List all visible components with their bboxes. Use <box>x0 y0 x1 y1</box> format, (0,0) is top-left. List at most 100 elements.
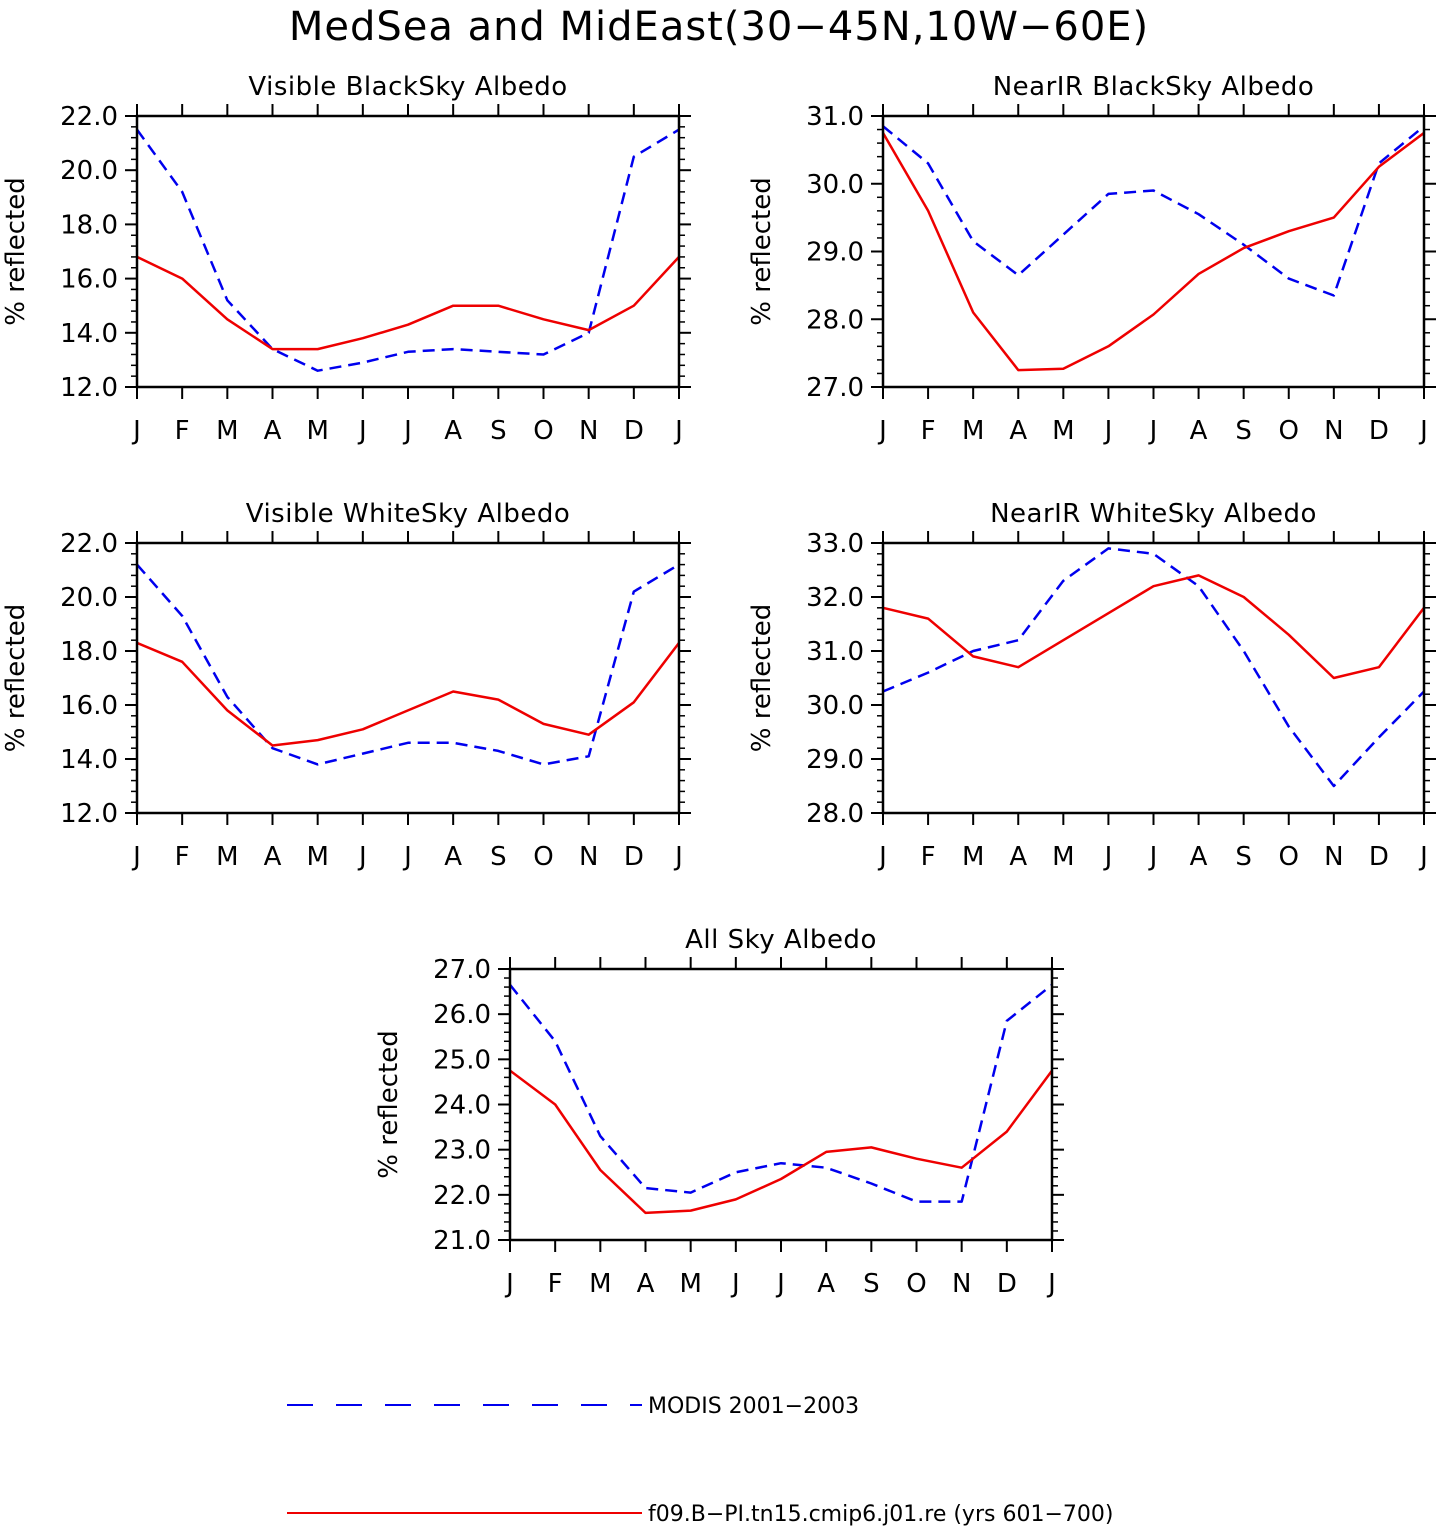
x-tick-label: J <box>730 1269 740 1299</box>
x-tick-label: J <box>1103 842 1113 872</box>
x-tick-label: J <box>1418 842 1428 872</box>
x-tick-label: J <box>1103 416 1113 446</box>
model-series-line <box>510 1069 1052 1215</box>
x-tick-label: J <box>1046 1269 1056 1299</box>
y-tick-label: 16.0 <box>60 691 118 721</box>
x-tick-label: A <box>1190 842 1208 872</box>
x-tick-label: M <box>216 416 238 446</box>
plot-frame <box>881 541 1426 815</box>
y-tick-label: 20.0 <box>60 583 118 613</box>
x-tick-label: O <box>533 416 553 446</box>
model-series-line <box>883 574 1424 680</box>
y-tick-label: 22.0 <box>60 102 118 132</box>
legend-modis-label: MODIS 2001−2003 <box>648 1394 859 1419</box>
y-tick-label: 30.0 <box>806 170 864 200</box>
x-tick-label: S <box>490 842 507 872</box>
x-tick-label: A <box>264 842 282 872</box>
y-tick-label: 18.0 <box>60 210 118 240</box>
x-tick-label: A <box>264 416 282 446</box>
x-tick-label: D <box>624 842 644 872</box>
x-tick-label: M <box>1052 842 1074 872</box>
x-tick-label: M <box>216 842 238 872</box>
modis-series-line <box>137 563 679 766</box>
y-tick-label: 18.0 <box>60 637 118 667</box>
x-tick-label: A <box>817 1269 835 1299</box>
x-tick-label: J <box>1148 842 1158 872</box>
chart-title: Visible BlackSky Albedo <box>248 72 567 102</box>
figure-title: MedSea and MidEast(30−45N,10W−60E) <box>289 4 1149 50</box>
x-tick-label: F <box>548 1269 563 1299</box>
x-tick-label: A <box>1190 416 1208 446</box>
x-tick-label: A <box>1009 416 1027 446</box>
y-tick-label: 33.0 <box>806 529 864 559</box>
model-series-line <box>883 131 1424 372</box>
plot-frame <box>135 114 681 389</box>
x-tick-label: M <box>1052 416 1074 446</box>
y-tick-label: 25.0 <box>433 1045 491 1075</box>
x-tick-label: D <box>624 416 644 446</box>
x-tick-label: J <box>131 416 141 446</box>
x-tick-label: J <box>877 416 887 446</box>
x-tick-label: F <box>175 416 190 446</box>
model-series-line <box>137 641 679 747</box>
y-tick-label: 32.0 <box>806 583 864 613</box>
x-tick-label: J <box>504 1269 514 1299</box>
x-tick-label: F <box>921 416 936 446</box>
x-tick-label: M <box>306 842 328 872</box>
y-tick-label: 14.0 <box>60 745 118 775</box>
y-axis-label: % reflected <box>1 177 31 325</box>
y-tick-label: 29.0 <box>806 745 864 775</box>
x-tick-label: A <box>444 842 462 872</box>
x-tick-label: D <box>1369 842 1389 872</box>
y-tick-label: 30.0 <box>806 691 864 721</box>
x-tick-label: M <box>306 416 328 446</box>
x-tick-label: N <box>1324 842 1343 872</box>
chart-title: NearIR BlackSky Albedo <box>993 72 1315 102</box>
modis-series-line <box>883 547 1424 788</box>
y-tick-label: 21.0 <box>433 1226 491 1256</box>
x-tick-label: A <box>637 1269 655 1299</box>
y-axis-label: % reflected <box>1 604 31 752</box>
x-tick-label: M <box>962 416 984 446</box>
plot-frame <box>135 541 681 815</box>
y-tick-label: 12.0 <box>60 799 118 829</box>
y-tick-label: 31.0 <box>806 102 864 132</box>
x-tick-label: S <box>1235 842 1252 872</box>
y-tick-label: 22.0 <box>60 529 118 559</box>
plot-frame <box>881 114 1426 389</box>
x-tick-label: J <box>402 842 412 872</box>
model-series-line <box>137 255 679 351</box>
y-tick-label: 14.0 <box>60 319 118 349</box>
y-tick-label: 29.0 <box>806 238 864 268</box>
y-axis-label: % reflected <box>747 177 777 325</box>
x-tick-label: J <box>1418 416 1428 446</box>
legend-model-label: f09.B−PI.tn15.cmip6.j01.re (yrs 601−700) <box>648 1502 1113 1527</box>
x-tick-label: J <box>357 416 367 446</box>
x-tick-label: N <box>579 416 598 446</box>
x-tick-label: J <box>402 416 412 446</box>
x-tick-label: A <box>444 416 462 446</box>
chart-title: NearIR WhiteSky Albedo <box>990 499 1317 529</box>
x-tick-label: O <box>533 842 553 872</box>
x-tick-label: D <box>997 1269 1017 1299</box>
y-tick-label: 16.0 <box>60 265 118 295</box>
y-tick-label: 31.0 <box>806 637 864 667</box>
y-tick-label: 28.0 <box>806 305 864 335</box>
x-tick-label: M <box>679 1269 701 1299</box>
x-tick-label: O <box>1279 842 1299 872</box>
modis-series-line <box>883 125 1424 297</box>
x-tick-label: J <box>1148 416 1158 446</box>
x-tick-label: F <box>921 842 936 872</box>
y-tick-label: 12.0 <box>60 373 118 403</box>
y-tick-label: 27.0 <box>806 373 864 403</box>
y-tick-label: 20.0 <box>60 156 118 186</box>
x-tick-label: J <box>131 842 141 872</box>
x-tick-label: J <box>673 842 683 872</box>
x-tick-label: S <box>863 1269 880 1299</box>
x-tick-label: O <box>906 1269 926 1299</box>
x-tick-label: N <box>952 1269 971 1299</box>
